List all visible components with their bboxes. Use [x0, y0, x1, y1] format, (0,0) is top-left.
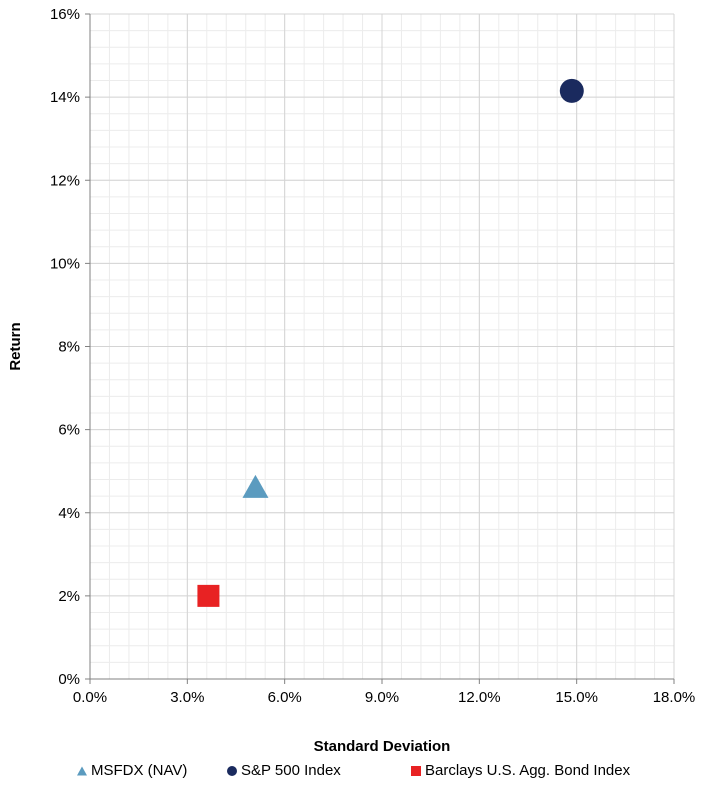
x-tick-label: 12.0%: [458, 689, 501, 706]
legend-label: Barclays U.S. Agg. Bond Index: [425, 762, 631, 779]
y-tick-label: 0%: [58, 671, 80, 688]
legend: MSFDX (NAV) S&P 500 Index Barclays U.S. …: [0, 762, 701, 786]
y-axis-title: Return: [7, 322, 24, 370]
major-gridlines: [90, 13, 675, 679]
x-tick-label: 9.0%: [365, 689, 399, 706]
legend-item-msfdx: MSFDX (NAV): [76, 762, 187, 779]
data-point-triangle: [242, 474, 269, 498]
y-tick-label: 16%: [50, 6, 80, 23]
y-tick-label: 2%: [58, 588, 80, 605]
y-tick-label: 6%: [58, 422, 80, 439]
legend-label: MSFDX (NAV): [91, 762, 188, 779]
x-tick-label: 6.0%: [268, 689, 302, 706]
x-axis-ticks: 0.0% 3.0% 6.0% 9.0% 12.0% 15.0% 18.0%: [73, 679, 695, 706]
x-axis-title: Standard Deviation: [314, 738, 451, 755]
data-point-circle: [559, 78, 584, 103]
x-tick-label: 15.0%: [555, 689, 598, 706]
y-tick-label: 10%: [50, 255, 80, 272]
y-axis-ticks: 0% 2% 4% 6% 8% 10% 12% 14% 16%: [50, 6, 90, 688]
y-tick-label: 8%: [58, 339, 80, 356]
data-point-square: [197, 584, 220, 607]
legend-item-barclays: Barclays U.S. Agg. Bond Index: [410, 762, 630, 779]
legend-item-sp500: S&P 500 Index: [226, 762, 341, 779]
legend-circle-icon: [227, 765, 237, 776]
y-tick-label: 14%: [50, 89, 80, 106]
y-tick-label: 4%: [58, 505, 80, 522]
x-tick-label: 3.0%: [170, 689, 204, 706]
legend-square-icon: [411, 765, 421, 776]
x-tick-label: 18.0%: [653, 689, 696, 706]
legend-label: S&P 500 Index: [241, 762, 341, 779]
y-tick-label: 12%: [50, 172, 80, 189]
data-points: [197, 78, 584, 607]
x-tick-label: 0.0%: [73, 689, 107, 706]
legend-triangle-icon: [77, 766, 87, 775]
